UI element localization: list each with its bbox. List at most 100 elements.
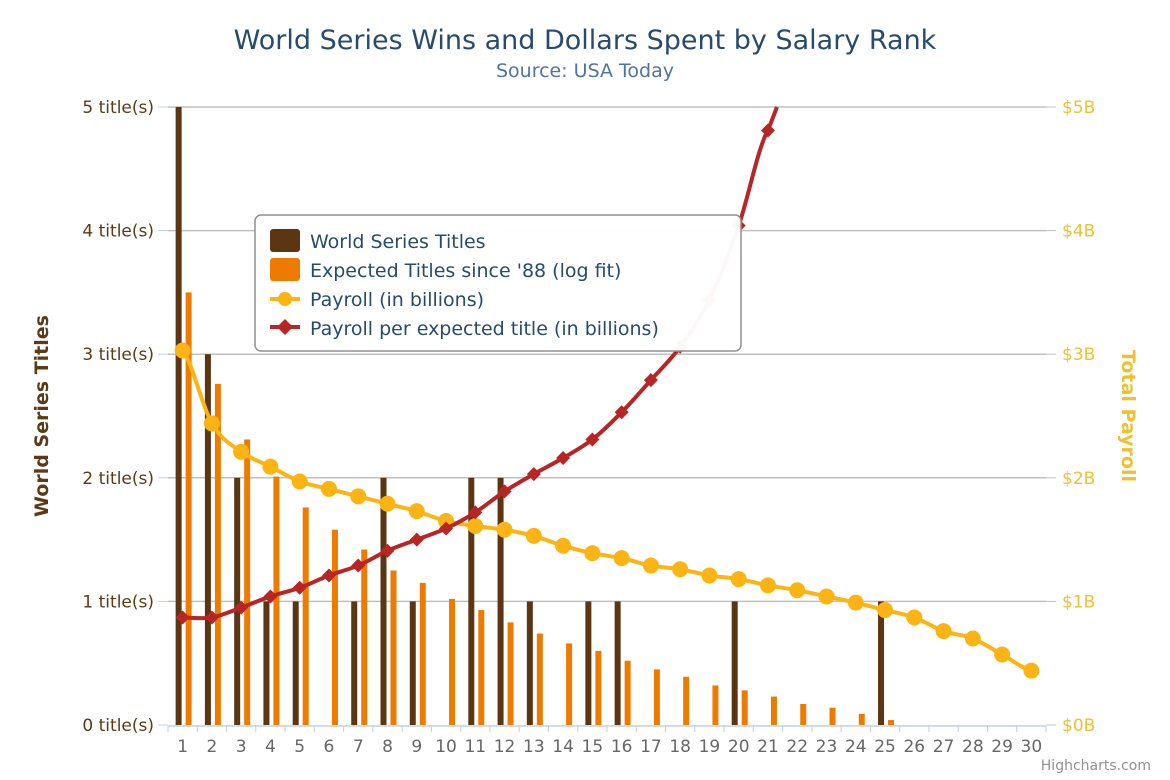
bar-world-series-titles[interactable]: [731, 601, 738, 725]
point-payroll-per-title[interactable]: [556, 451, 571, 466]
bar-expected-titles[interactable]: [244, 439, 251, 725]
point-payroll[interactable]: [906, 609, 923, 626]
point-payroll-per-title[interactable]: [468, 505, 483, 520]
legend-item-payroll[interactable]: Payroll (in billions): [270, 289, 484, 311]
point-payroll[interactable]: [174, 342, 191, 359]
point-payroll[interactable]: [291, 473, 308, 490]
bar-expected-titles[interactable]: [419, 582, 426, 725]
point-payroll-per-title[interactable]: [351, 558, 366, 573]
bar-expected-titles[interactable]: [390, 570, 397, 726]
point-payroll[interactable]: [964, 630, 981, 647]
point-payroll-per-title[interactable]: [292, 580, 307, 595]
point-payroll[interactable]: [847, 594, 864, 611]
bar-expected-titles[interactable]: [858, 713, 865, 725]
point-payroll-per-title[interactable]: [175, 610, 190, 625]
point-payroll[interactable]: [818, 588, 835, 605]
bar-expected-titles[interactable]: [888, 720, 895, 725]
bar-expected-titles[interactable]: [712, 685, 719, 725]
point-payroll[interactable]: [701, 567, 718, 584]
legend-item-payroll-per-title[interactable]: Payroll per expected title (in billions): [270, 318, 659, 340]
bar-expected-titles[interactable]: [800, 703, 807, 725]
bar-world-series-titles[interactable]: [204, 354, 211, 725]
point-payroll[interactable]: [584, 545, 601, 562]
bar-world-series-titles[interactable]: [497, 477, 504, 725]
point-payroll-per-title[interactable]: [585, 432, 600, 447]
point-payroll[interactable]: [408, 503, 425, 520]
point-payroll-per-title[interactable]: [526, 467, 541, 482]
bar-expected-titles[interactable]: [214, 383, 221, 725]
point-payroll-per-title[interactable]: [234, 600, 249, 615]
point-payroll[interactable]: [877, 602, 894, 619]
point-payroll[interactable]: [935, 623, 952, 640]
point-payroll-per-title[interactable]: [497, 484, 512, 499]
x-tick-label: 8: [382, 737, 393, 757]
point-payroll[interactable]: [379, 495, 396, 512]
point-payroll-per-title[interactable]: [614, 405, 629, 420]
bar-expected-titles[interactable]: [302, 507, 309, 725]
bar-expected-titles[interactable]: [507, 622, 514, 725]
legend-item-world-series-titles[interactable]: World Series Titles: [270, 229, 486, 253]
bar-expected-titles[interactable]: [185, 292, 192, 725]
point-payroll-per-title[interactable]: [409, 532, 424, 547]
bar-expected-titles[interactable]: [829, 707, 836, 725]
point-payroll[interactable]: [350, 488, 367, 505]
point-payroll[interactable]: [994, 646, 1011, 663]
bar-expected-titles[interactable]: [478, 610, 485, 725]
point-payroll[interactable]: [672, 561, 689, 578]
bar-expected-titles[interactable]: [536, 633, 543, 725]
bar-expected-titles[interactable]: [653, 669, 660, 725]
point-payroll[interactable]: [730, 571, 747, 588]
bar-world-series-titles[interactable]: [614, 601, 621, 725]
point-payroll[interactable]: [759, 577, 776, 594]
bar-expected-titles[interactable]: [273, 476, 280, 725]
point-payroll[interactable]: [233, 443, 250, 460]
point-payroll-per-title[interactable]: [263, 589, 278, 604]
x-tick-label: 5: [294, 737, 305, 757]
point-payroll[interactable]: [555, 537, 572, 554]
point-payroll-per-title[interactable]: [760, 123, 775, 138]
bar-world-series-titles[interactable]: [263, 601, 270, 725]
point-payroll[interactable]: [320, 480, 337, 497]
point-payroll[interactable]: [467, 518, 484, 535]
legend-label: Payroll (in billions): [310, 289, 484, 311]
point-payroll-per-title[interactable]: [380, 543, 395, 558]
bar-expected-titles[interactable]: [683, 676, 690, 725]
bar-expected-titles[interactable]: [770, 696, 777, 725]
bar-world-series-titles[interactable]: [234, 477, 241, 725]
bar-world-series-titles[interactable]: [175, 107, 182, 725]
credits-link[interactable]: Highcharts.com: [1041, 758, 1151, 774]
x-tick-label: 18: [669, 737, 691, 757]
point-payroll[interactable]: [789, 582, 806, 599]
bar-world-series-titles[interactable]: [878, 601, 885, 725]
bar-world-series-titles[interactable]: [292, 601, 299, 725]
point-payroll-per-title[interactable]: [439, 521, 454, 536]
bar-world-series-titles[interactable]: [468, 477, 475, 725]
bar-expected-titles[interactable]: [595, 650, 602, 725]
point-payroll[interactable]: [642, 557, 659, 574]
point-payroll-per-title[interactable]: [643, 373, 658, 388]
bar-expected-titles[interactable]: [361, 549, 368, 725]
bar-expected-titles[interactable]: [741, 690, 748, 725]
point-payroll[interactable]: [1023, 662, 1040, 679]
bar-world-series-titles[interactable]: [585, 601, 592, 725]
legend-item-expected-titles[interactable]: Expected Titles since '88 (log fit): [270, 258, 621, 282]
point-payroll[interactable]: [613, 550, 630, 567]
point-payroll[interactable]: [262, 458, 279, 475]
legend-swatch-expected-titles: [270, 258, 300, 281]
bar-world-series-titles[interactable]: [380, 477, 387, 725]
point-payroll[interactable]: [203, 415, 220, 432]
bar-world-series-titles[interactable]: [526, 601, 533, 725]
bar-expected-titles[interactable]: [449, 598, 456, 725]
point-payroll[interactable]: [496, 521, 513, 538]
point-payroll-per-title[interactable]: [204, 610, 219, 625]
point-payroll[interactable]: [525, 527, 542, 544]
legend-label: World Series Titles: [310, 231, 486, 253]
bar-expected-titles[interactable]: [331, 529, 338, 725]
bar-world-series-titles[interactable]: [351, 601, 358, 725]
x-tick-label: 26: [903, 737, 925, 757]
bar-expected-titles[interactable]: [624, 660, 631, 725]
bar-world-series-titles[interactable]: [409, 601, 416, 725]
bar-expected-titles[interactable]: [566, 643, 573, 725]
point-payroll-per-title[interactable]: [321, 568, 336, 583]
x-tick-label: 13: [523, 737, 545, 757]
